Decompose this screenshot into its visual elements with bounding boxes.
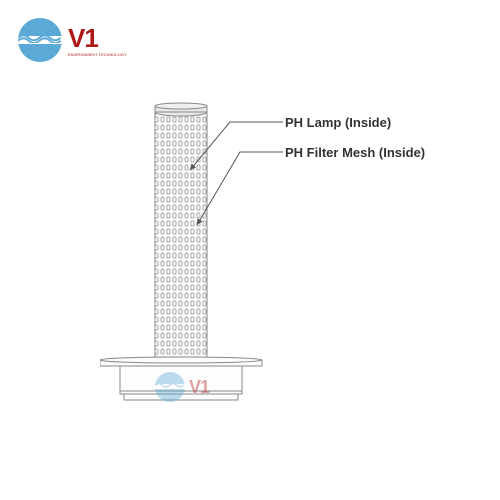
brand-logo: V1 ENVIRONMENT TECHNOLOGY bbox=[18, 18, 127, 62]
label-mesh: PH Filter Mesh (Inside) bbox=[285, 145, 425, 160]
watermark-logo: V1 bbox=[155, 372, 209, 402]
watermark-brand-text: V1 bbox=[189, 377, 209, 398]
logo-mark-icon bbox=[18, 18, 62, 62]
watermark-mark-icon bbox=[155, 372, 185, 402]
label-lamp: PH Lamp (Inside) bbox=[285, 115, 391, 130]
product-diagram: PH Lamp (Inside) PH Filter Mesh (Inside) bbox=[100, 100, 440, 480]
logo-brand-text: V1 bbox=[68, 23, 127, 54]
logo-subtitle: ENVIRONMENT TECHNOLOGY bbox=[68, 52, 127, 57]
